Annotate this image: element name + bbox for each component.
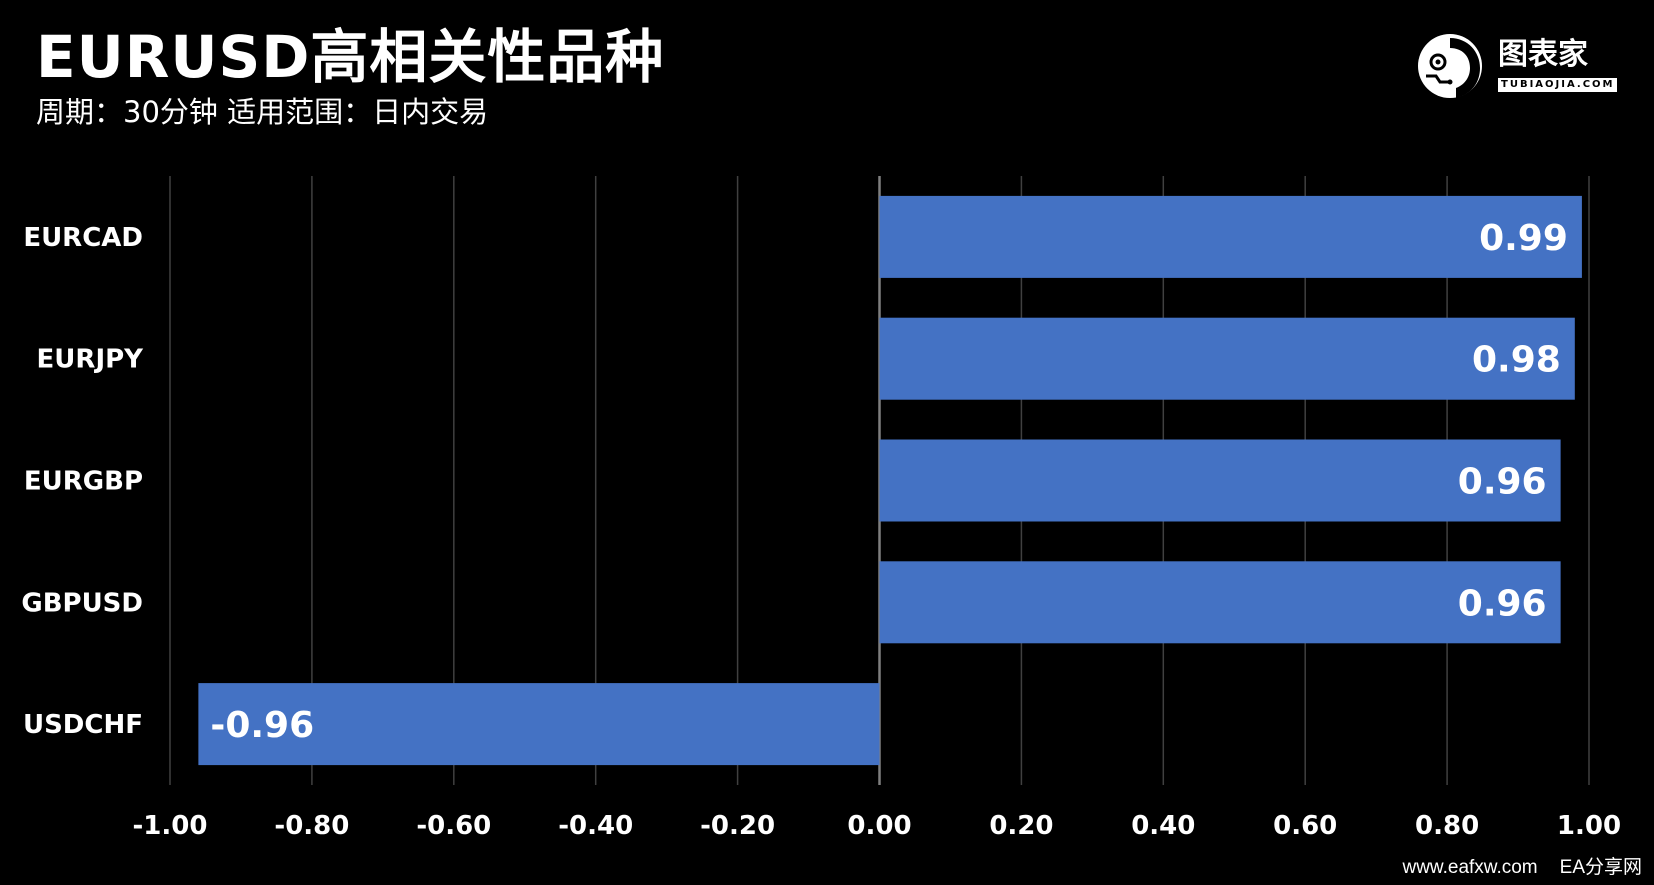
chart-title: EURUSD高相关性品种 [36,23,665,91]
footer-site: www.eafxw.com [1402,857,1538,878]
data-label: 0.96 [1458,462,1547,503]
bar-gbpusd [879,561,1561,644]
logo-text: 图表家 [1498,37,1588,72]
x-tick-label: -0.20 [700,811,775,841]
x-tick-label: 0.20 [989,811,1053,841]
chart-subtitle: 周期：30分钟 适用范围：日内交易 [36,95,489,129]
logo-subtext: TUBIAOJIA.COM [1498,78,1618,92]
footer-watermark: www.eafxw.com EA分享网 [1402,852,1642,879]
bar-eurcad [879,195,1582,278]
category-label: USDCHF [23,710,143,740]
x-tick-label: 0.60 [1273,811,1337,841]
x-tick-label: -0.40 [558,811,633,841]
x-tick-label: 0.80 [1415,811,1479,841]
category-label: EURJPY [37,345,145,375]
data-label: -0.96 [210,705,314,746]
bar-eurgbp [879,439,1561,522]
x-tick-label: -0.60 [416,811,491,841]
data-label: 0.99 [1479,218,1568,259]
x-tick-label: 1.00 [1557,811,1621,841]
x-tick-label: 0.00 [847,811,911,841]
x-tick-label: -1.00 [133,811,208,841]
x-tick-label: 0.40 [1131,811,1195,841]
category-label: EURCAD [23,223,143,253]
data-label: 0.98 [1472,340,1561,381]
category-label: EURGBP [24,467,143,497]
category-label: GBPUSD [21,588,143,618]
x-tick-label: -0.80 [274,811,349,841]
robot-head-icon [1418,34,1482,98]
bar-usdchf [198,683,880,766]
footer-name: EA分享网 [1559,857,1642,878]
data-label: 0.96 [1458,583,1547,624]
bar-eurjpy [879,317,1575,400]
brand-logo: 图表家 TUBIAOJIA.COM [1416,32,1618,102]
